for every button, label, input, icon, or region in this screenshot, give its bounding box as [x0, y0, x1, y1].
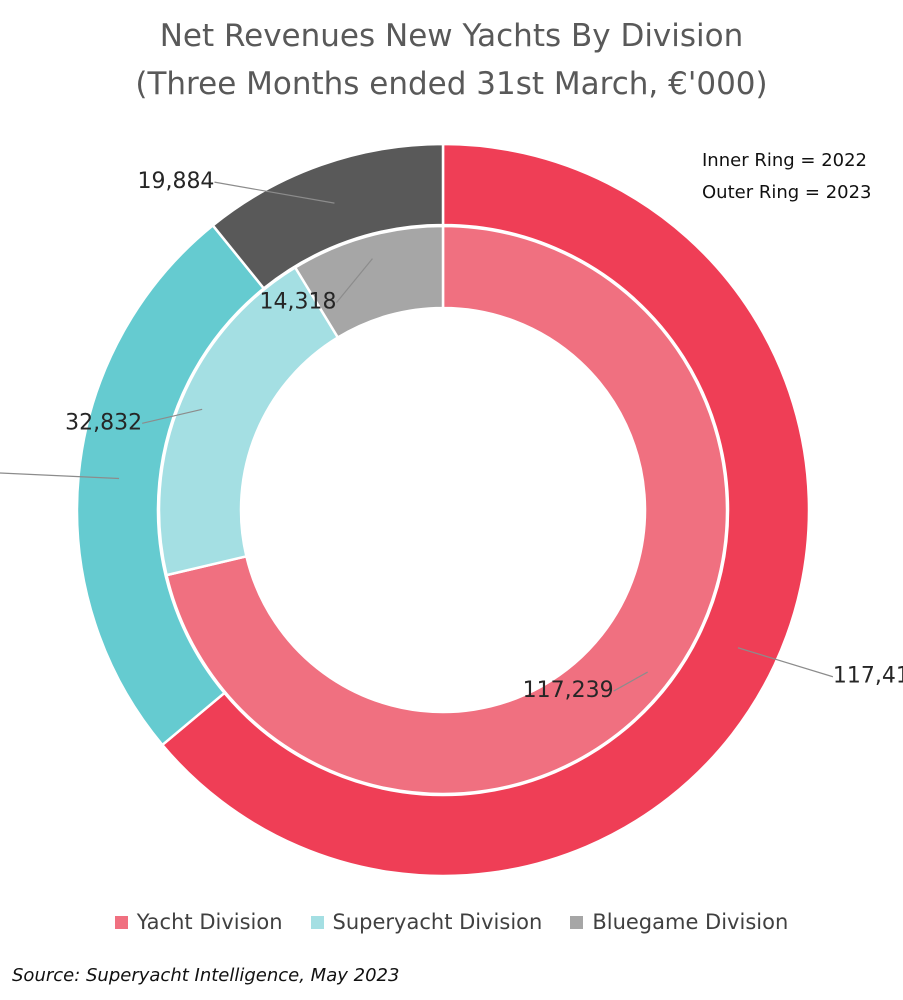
- chart-legend: Yacht Division Superyacht Division Blueg…: [0, 910, 903, 934]
- inner-value-label-superyacht: 32,832: [65, 410, 142, 435]
- outer-value-label-yacht: 117,417: [833, 664, 903, 689]
- legend-swatch-bluegame: [570, 915, 584, 929]
- chart-subtitle: (Three Months ended 31st March, €'000): [135, 66, 768, 102]
- inner-leader-line-bluegame: [335, 258, 373, 304]
- outer-leader-line-superyacht: [0, 472, 120, 480]
- legend-item-superyacht: Superyacht Division: [310, 910, 543, 934]
- legend-swatch-superyacht: [310, 915, 324, 929]
- inner-value-label-bluegame: 14,318: [259, 290, 336, 315]
- inner-value-label-yacht: 117,239: [523, 678, 614, 703]
- inner-ring-note: Inner Ring = 2022: [702, 150, 867, 171]
- outer-leader-line-bluegame: [214, 181, 335, 204]
- outer-value-label-bluegame: 19,884: [137, 169, 214, 194]
- legend-label-bluegame: Bluegame Division: [592, 910, 789, 934]
- inner-leader-line-yacht: [613, 671, 648, 692]
- chart-title: Net Revenues New Yachts By Division: [159, 18, 744, 54]
- source-note: Source: Superyacht Intelligence, May 202…: [12, 965, 400, 986]
- outer-leader-line-yacht: [737, 647, 834, 678]
- outer-ring-slice-yacht: [160, 142, 811, 878]
- legend-item-yacht: Yacht Division: [114, 910, 283, 934]
- legend-item-bluegame: Bluegame Division: [570, 910, 788, 934]
- legend-label-yacht: Yacht Division: [136, 910, 283, 934]
- outer-ring-note: Outer Ring = 2023: [702, 182, 872, 203]
- legend-label-superyacht: Superyacht Division: [332, 910, 543, 934]
- legend-swatch-yacht: [114, 915, 128, 929]
- outer-ring-slice-bluegame: [211, 142, 445, 291]
- inner-leader-line-superyacht: [142, 408, 203, 424]
